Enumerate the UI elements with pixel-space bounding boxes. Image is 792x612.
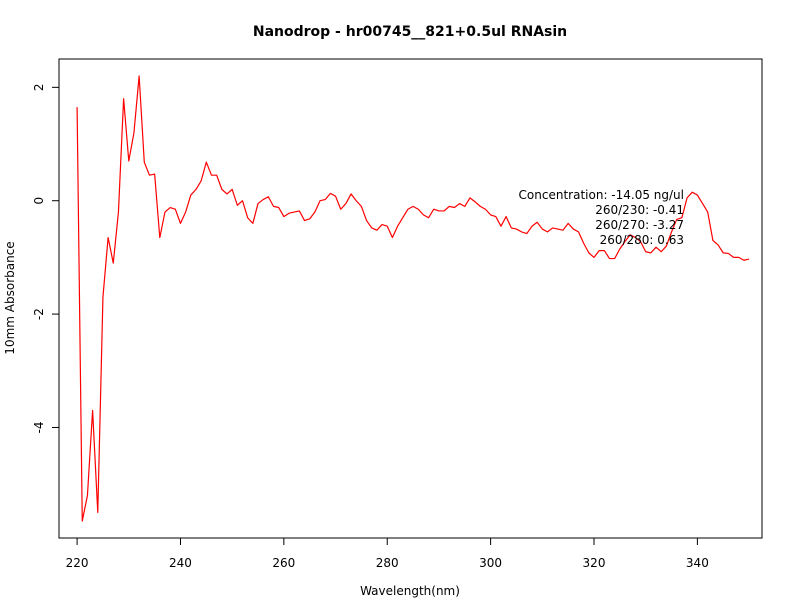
y-tick-label: -2 xyxy=(32,308,46,320)
plot-frame xyxy=(58,58,763,539)
x-tick-label: 280 xyxy=(376,556,399,570)
y-axis-label: 10mm Absorbance xyxy=(3,241,17,354)
x-tick-label: 320 xyxy=(583,556,606,570)
x-tick-label: 220 xyxy=(66,556,89,570)
y-tick-label: 2 xyxy=(32,84,46,92)
absorbance-series-line xyxy=(76,75,750,522)
chart-title: Nanodrop - hr00745__821+0.5ul RNAsin xyxy=(253,24,567,40)
x-tick-label: 300 xyxy=(479,556,502,570)
series-layer xyxy=(76,75,750,522)
x-axis: 220 240 260 280 300 320 340 xyxy=(66,538,709,570)
y-tick-label: -4 xyxy=(32,421,46,433)
x-tick-label: 260 xyxy=(272,556,295,570)
annotation-line: 260/280: 0.63 xyxy=(600,233,684,247)
y-tick-label: 0 xyxy=(32,197,46,205)
y-axis: 2 0 -2 -4 xyxy=(32,84,59,433)
x-axis-label: Wavelength(nm) xyxy=(360,584,460,598)
annotation-line: 260/230: -0.41 xyxy=(595,203,684,217)
annotation-line: Concentration: -14.05 ng/ul xyxy=(519,188,684,202)
x-tick-label: 340 xyxy=(686,556,709,570)
x-tick-label: 240 xyxy=(169,556,192,570)
annotation-line: 260/270: -3.27 xyxy=(595,218,684,232)
